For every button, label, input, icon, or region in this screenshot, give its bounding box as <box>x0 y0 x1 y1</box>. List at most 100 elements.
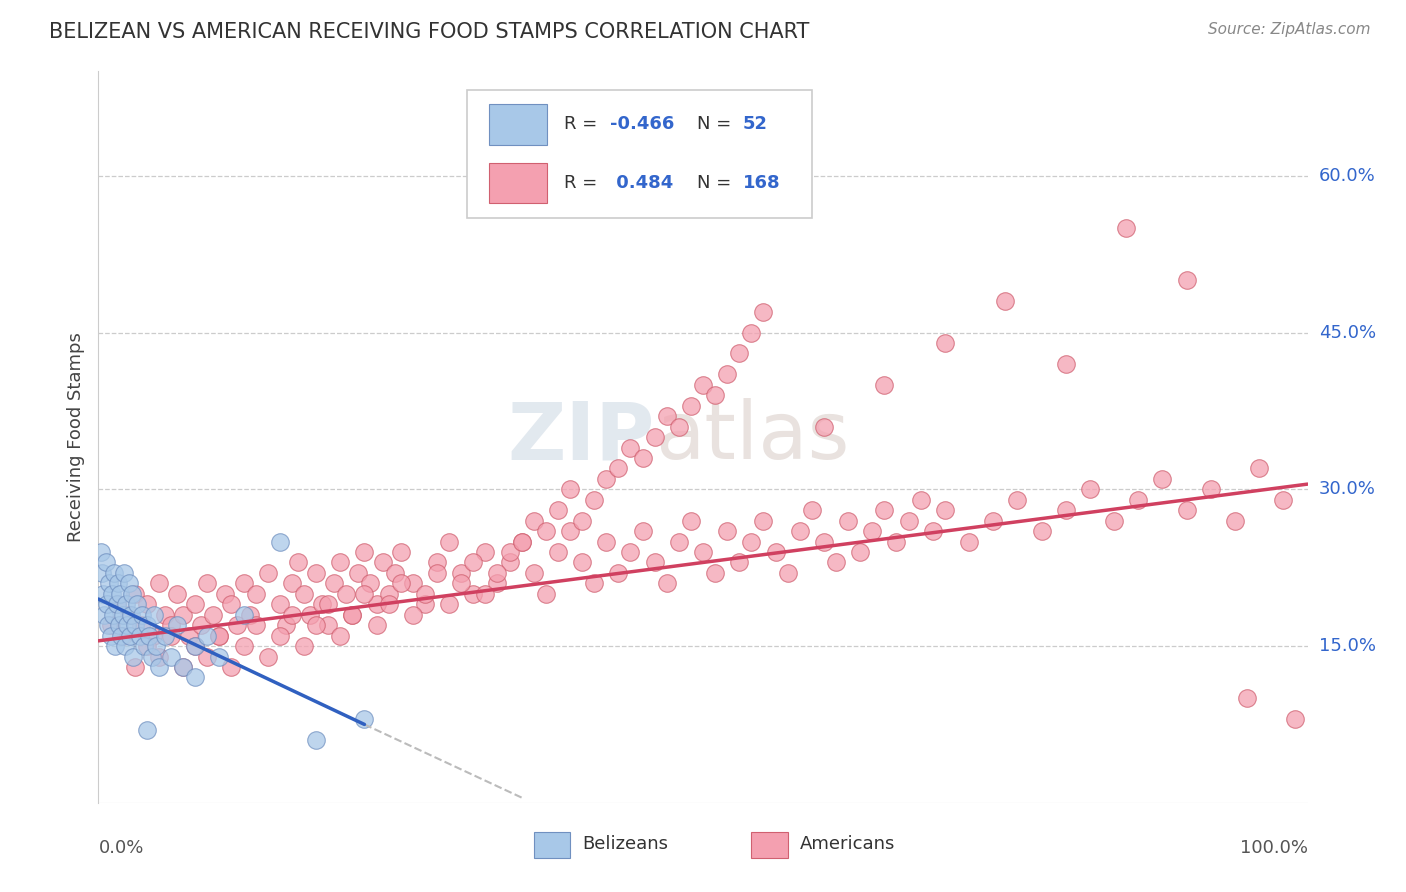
Point <box>619 441 641 455</box>
Point <box>825 556 848 570</box>
Point <box>256 566 278 580</box>
Point <box>208 629 231 643</box>
FancyBboxPatch shape <box>751 832 787 858</box>
Point <box>256 649 278 664</box>
Point <box>104 639 127 653</box>
Point <box>558 483 581 497</box>
Text: R =: R = <box>564 115 603 133</box>
Text: ZIP: ZIP <box>508 398 655 476</box>
Point <box>631 524 654 538</box>
Point <box>860 524 883 538</box>
Point <box>1152 472 1174 486</box>
Point <box>498 556 520 570</box>
Point <box>595 472 617 486</box>
Point <box>595 534 617 549</box>
Point <box>389 576 412 591</box>
Point <box>148 660 170 674</box>
Point <box>97 618 120 632</box>
Point <box>91 566 114 580</box>
Point <box>510 534 533 549</box>
Point <box>172 660 194 674</box>
Point <box>1272 492 1295 507</box>
Point <box>135 597 157 611</box>
Point <box>534 524 557 538</box>
Point <box>208 649 231 664</box>
Point <box>221 597 243 611</box>
Point <box>100 587 122 601</box>
Point <box>111 629 134 643</box>
Point <box>232 576 254 591</box>
Point <box>121 587 143 601</box>
Point <box>716 368 738 382</box>
Point <box>118 607 141 622</box>
Point <box>413 597 436 611</box>
Point <box>245 587 267 601</box>
Point <box>571 556 593 570</box>
Point <box>153 629 176 643</box>
Point <box>245 618 267 632</box>
Text: R =: R = <box>564 174 603 192</box>
Point <box>103 566 125 580</box>
Point <box>108 618 131 632</box>
Point <box>135 618 157 632</box>
Point <box>316 597 339 611</box>
Point <box>1054 503 1077 517</box>
Point <box>371 556 394 570</box>
Point <box>740 534 762 549</box>
Point <box>450 566 472 580</box>
Point <box>124 587 146 601</box>
Point <box>474 587 496 601</box>
Text: 100.0%: 100.0% <box>1240 839 1308 857</box>
Point <box>153 607 176 622</box>
Point <box>934 503 956 517</box>
Text: 52: 52 <box>742 115 768 133</box>
Point <box>873 503 896 517</box>
Point <box>534 587 557 601</box>
Point <box>498 545 520 559</box>
Point <box>195 649 218 664</box>
Point <box>716 524 738 538</box>
Text: Belizeans: Belizeans <box>582 836 668 854</box>
Point <box>886 534 908 549</box>
Point <box>172 607 194 622</box>
Point <box>353 587 375 601</box>
Point <box>281 576 304 591</box>
Point <box>1249 461 1271 475</box>
Text: atlas: atlas <box>655 398 849 476</box>
Point <box>148 649 170 664</box>
Point <box>127 597 149 611</box>
Point <box>128 629 150 643</box>
Point <box>138 629 160 643</box>
Point <box>981 514 1004 528</box>
Point <box>1175 273 1198 287</box>
Point <box>1007 492 1029 507</box>
Point <box>239 607 262 622</box>
Point <box>1223 514 1246 528</box>
Text: 15.0%: 15.0% <box>1319 637 1375 655</box>
Point <box>849 545 872 559</box>
Point <box>571 514 593 528</box>
Point <box>90 545 112 559</box>
Text: 0.0%: 0.0% <box>98 839 143 857</box>
Text: 30.0%: 30.0% <box>1319 480 1375 499</box>
Point <box>607 461 630 475</box>
Point <box>752 304 775 318</box>
Point <box>184 639 207 653</box>
Point <box>299 607 322 622</box>
Point <box>184 670 207 684</box>
Point <box>523 566 546 580</box>
Point <box>1102 514 1125 528</box>
Point <box>426 556 449 570</box>
Point <box>274 618 297 632</box>
Point <box>1284 712 1306 726</box>
Point <box>463 556 485 570</box>
Point <box>108 587 131 601</box>
Point <box>776 566 799 580</box>
Point <box>110 629 132 643</box>
Point <box>323 576 346 591</box>
Point <box>311 597 333 611</box>
Point <box>287 556 309 570</box>
Point <box>631 450 654 465</box>
Point <box>384 566 406 580</box>
Point <box>366 597 388 611</box>
